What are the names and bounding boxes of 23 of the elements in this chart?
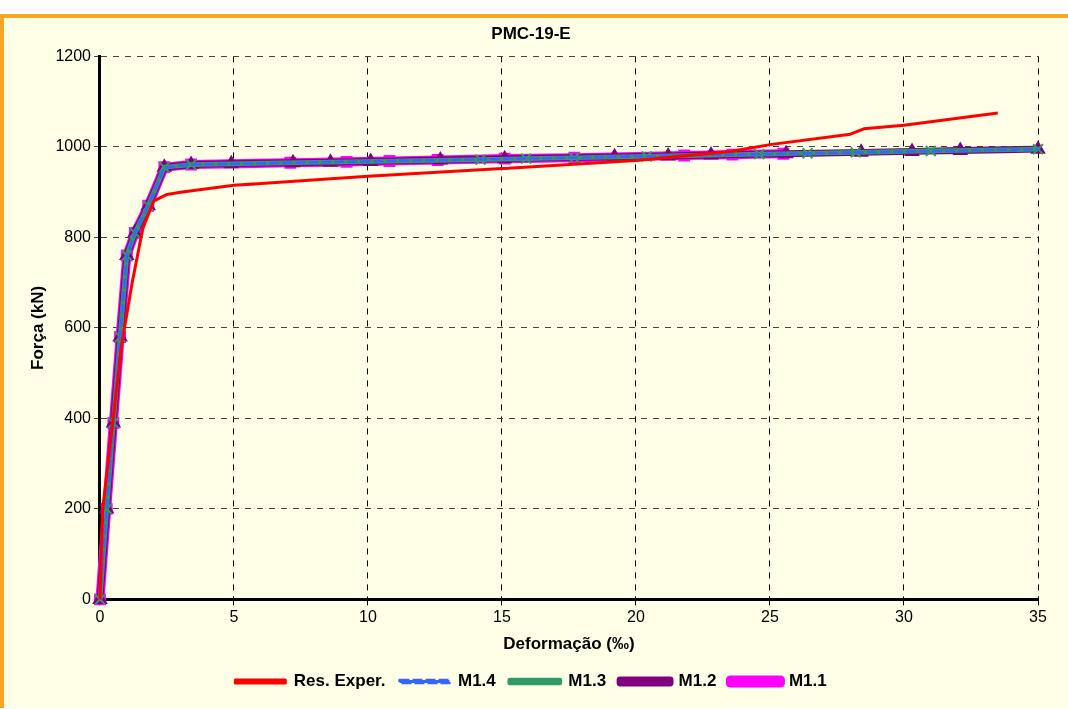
x-tick-label: 20 — [627, 608, 645, 626]
x-tick-label: 15 — [493, 608, 511, 626]
x-tick-label: 10 — [359, 608, 377, 626]
y-tick-label: 800 — [64, 227, 92, 245]
x-tick-label: 25 — [761, 608, 779, 626]
legend-label: M1.3 — [568, 671, 607, 691]
y-axis-title: Força (kN) — [27, 285, 47, 370]
y-tick-label: 1000 — [55, 137, 92, 155]
x-tick-label: 5 — [229, 608, 239, 626]
x-tick-label: 35 — [1029, 608, 1047, 626]
x-tick-label: 0 — [95, 608, 105, 626]
chart-title: PMC-19-E — [491, 23, 571, 43]
legend-label: M1.4 — [458, 671, 497, 691]
y-tick-label: 600 — [64, 318, 92, 336]
x-tick-label: 30 — [895, 608, 913, 626]
legend-label: M1.2 — [678, 671, 717, 691]
y-tick-label: 1200 — [55, 46, 92, 64]
legend-label: M1.1 — [788, 671, 827, 691]
y-tick-label: 200 — [64, 499, 92, 517]
legend-label: Res. Exper. — [293, 671, 386, 691]
y-tick-label: 400 — [64, 408, 92, 426]
x-axis-title: Deformação (‰) — [503, 634, 635, 654]
y-tick-label: 0 — [82, 589, 92, 607]
